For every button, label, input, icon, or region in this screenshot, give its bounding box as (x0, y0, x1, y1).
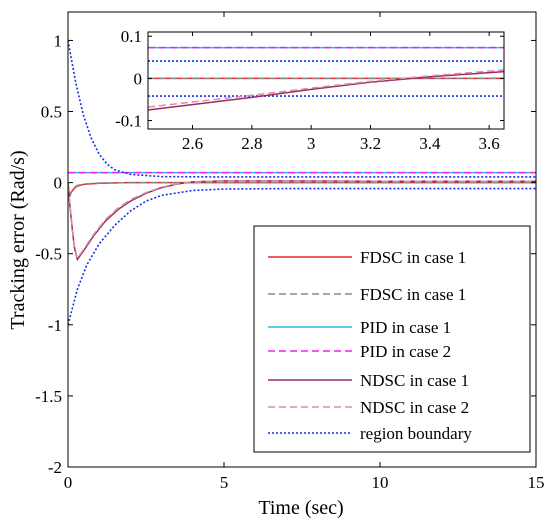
legend-label-4: NDSC in case 1 (360, 371, 469, 390)
inset-x-tick-label-3: 3.2 (360, 134, 381, 153)
inset-x-tick-label-2: 3 (307, 134, 316, 153)
y-axis-label: Tracking error (Rad/s) (7, 150, 29, 329)
main-series-group (68, 40, 536, 326)
legend-label-1: FDSC in case 1 (360, 285, 466, 304)
legend-box (253, 225, 531, 453)
legend-label-6: region boundary (360, 424, 472, 443)
y-tick-label-6: 1 (54, 31, 63, 50)
y-tick-label-5: 0.5 (41, 103, 62, 122)
series-line-5 (68, 180, 536, 260)
y-tick-label-1: -1.5 (35, 387, 62, 406)
inset-x-tick-label-1: 2.8 (241, 134, 262, 153)
inset-plot-area: 2.6 2.8 3 3.2 3.4 3.6 -0.1 0 0.1 (115, 27, 505, 153)
inset-x-tick-label-5: 3.6 (479, 134, 500, 153)
y-tick-label-0: -2 (48, 458, 62, 477)
main-plot-frame (67, 11, 537, 468)
y-tick-label-3: -0.5 (35, 245, 62, 264)
inset-background (148, 32, 504, 129)
inset-y-tick-label-2: 0.1 (121, 27, 142, 46)
series-line-1 (68, 181, 536, 199)
inset-x-tick-label-0: 2.6 (182, 134, 203, 153)
inset-series-group (148, 46, 504, 111)
legend-label-5: NDSC in case 2 (360, 398, 469, 417)
legend: FDSC in case 1 FDSC in case 1 PID in case … (253, 225, 531, 453)
y-tick-label-2: -1 (48, 316, 62, 335)
inset-y-tick-label-0: -0.1 (115, 112, 142, 131)
x-tick-label-1: 5 (220, 473, 229, 492)
inset-x-tick-label-4: 3.4 (419, 134, 441, 153)
main-plot-area: 0 5 10 15 -2 -1.5 -1 -0.5 0 0.5 1 (35, 11, 545, 492)
y-tick-label-4: 0 (54, 174, 63, 193)
inset-y-tick-label-1: 0 (134, 69, 143, 88)
x-tick-label-0: 0 (64, 473, 73, 492)
legend-label-3: PID in case 2 (360, 342, 451, 361)
x-tick-label-2: 10 (372, 473, 389, 492)
inset-series-line-6 (148, 70, 504, 111)
x-axis-label: Time (sec) (258, 497, 343, 519)
series-line-7 (68, 187, 536, 326)
legend-label-0: FDSC in case 1 (360, 248, 466, 267)
inset-frame (147, 31, 505, 130)
series-line-6 (68, 40, 536, 178)
legend-label-2: PID in case 1 (360, 318, 451, 337)
x-tick-label-3: 15 (528, 473, 545, 492)
